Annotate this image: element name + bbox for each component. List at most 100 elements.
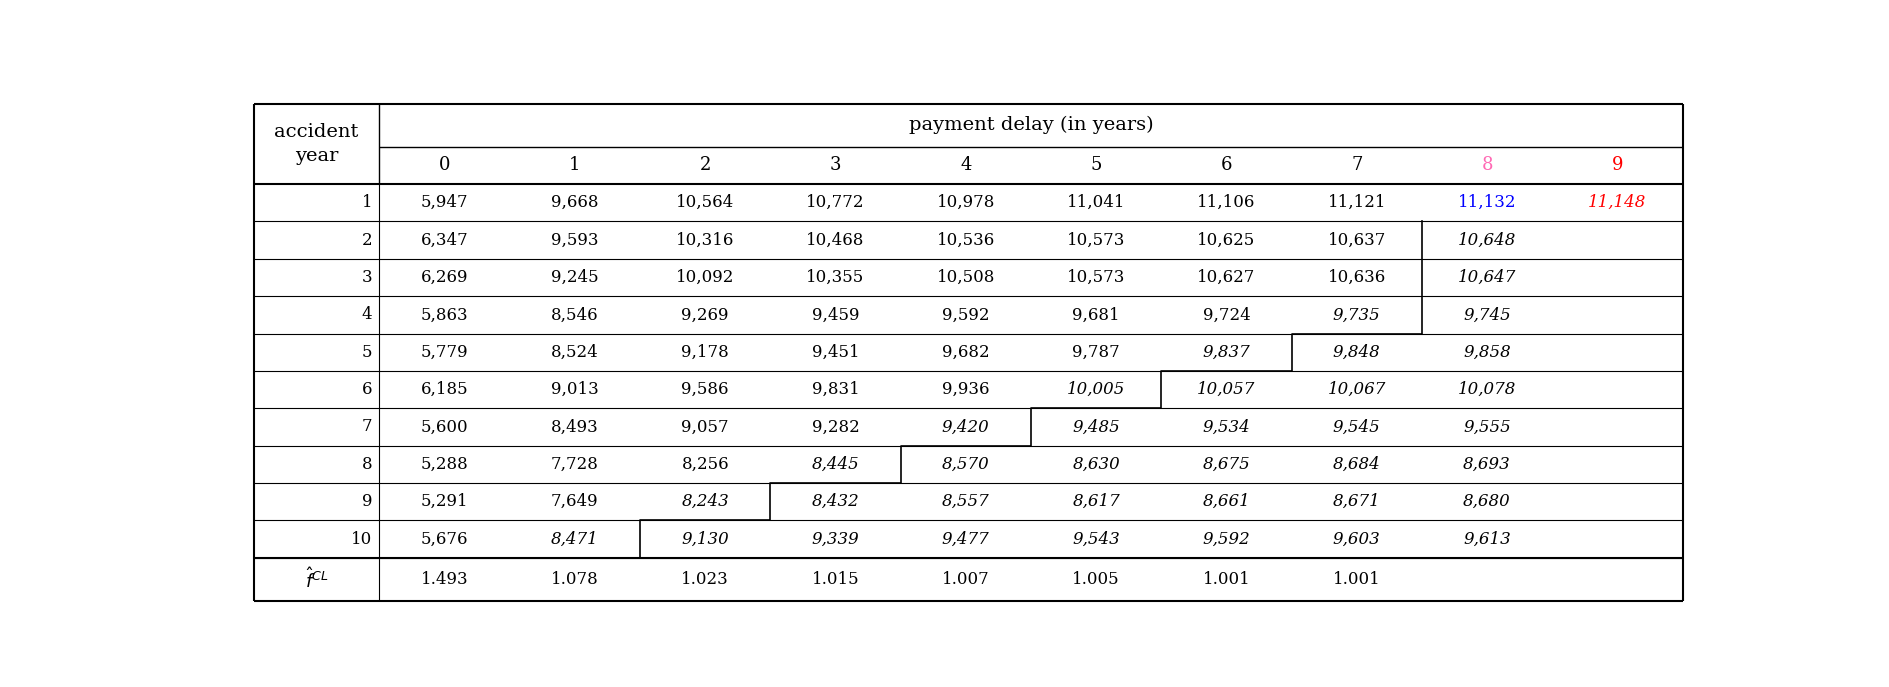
Text: 10,057: 10,057: [1198, 381, 1256, 398]
Text: 8,661: 8,661: [1203, 493, 1251, 510]
Text: 11,132: 11,132: [1458, 194, 1517, 211]
Text: 8,243: 8,243: [682, 493, 729, 510]
Text: 8: 8: [361, 456, 372, 473]
Text: 8,693: 8,693: [1464, 456, 1511, 473]
Text: 11,148: 11,148: [1589, 194, 1647, 211]
Text: 9,130: 9,130: [682, 530, 729, 548]
Text: 7: 7: [361, 418, 372, 436]
Text: 9,555: 9,555: [1464, 418, 1511, 436]
Text: 1.023: 1.023: [682, 571, 729, 588]
Text: 5: 5: [1090, 156, 1101, 174]
Text: 8,557: 8,557: [943, 493, 990, 510]
Text: 9,057: 9,057: [682, 418, 729, 436]
Text: 10,005: 10,005: [1067, 381, 1126, 398]
Text: 9,936: 9,936: [943, 381, 990, 398]
Text: 1: 1: [569, 156, 580, 174]
Text: 10,564: 10,564: [676, 194, 735, 211]
Text: 9,013: 9,013: [552, 381, 599, 398]
Text: 3: 3: [829, 156, 841, 174]
Text: 9,534: 9,534: [1203, 418, 1251, 436]
Text: 9,593: 9,593: [552, 232, 599, 249]
Text: 2: 2: [699, 156, 710, 174]
Text: 9,745: 9,745: [1464, 306, 1511, 324]
Text: 9,724: 9,724: [1203, 306, 1251, 324]
Text: 9,668: 9,668: [552, 194, 599, 211]
Text: 10,067: 10,067: [1328, 381, 1387, 398]
Text: 9,485: 9,485: [1073, 418, 1120, 436]
Text: 1.015: 1.015: [812, 571, 859, 588]
Text: 8,445: 8,445: [812, 456, 859, 473]
Text: 11,121: 11,121: [1328, 194, 1387, 211]
Text: $\hat{f}^{CL}$: $\hat{f}^{CL}$: [304, 567, 329, 592]
Text: 9,245: 9,245: [552, 269, 599, 286]
Text: 10,573: 10,573: [1067, 269, 1126, 286]
Text: 2: 2: [361, 232, 372, 249]
Text: 6,347: 6,347: [421, 232, 468, 249]
Text: 10,637: 10,637: [1328, 232, 1387, 249]
Text: 5,600: 5,600: [421, 418, 468, 436]
Text: 9,451: 9,451: [812, 344, 859, 361]
Text: 9,339: 9,339: [812, 530, 859, 548]
Text: 8,546: 8,546: [552, 306, 599, 324]
Text: 6,269: 6,269: [421, 269, 468, 286]
Text: 5,947: 5,947: [421, 194, 468, 211]
Text: 4: 4: [361, 306, 372, 324]
Text: 9,831: 9,831: [812, 381, 859, 398]
Text: 9,269: 9,269: [682, 306, 729, 324]
Text: 10,978: 10,978: [937, 194, 996, 211]
Text: 9,282: 9,282: [812, 418, 859, 436]
Text: 9,681: 9,681: [1073, 306, 1120, 324]
Text: 7: 7: [1351, 156, 1362, 174]
Text: 9: 9: [361, 493, 372, 510]
Text: 9,613: 9,613: [1464, 530, 1511, 548]
Text: 1.078: 1.078: [552, 571, 599, 588]
Text: 9,592: 9,592: [1203, 530, 1251, 548]
Text: 1: 1: [361, 194, 372, 211]
Text: 11,041: 11,041: [1067, 194, 1126, 211]
Text: 10,648: 10,648: [1458, 232, 1517, 249]
Text: 9,545: 9,545: [1334, 418, 1381, 436]
Text: 9,586: 9,586: [682, 381, 729, 398]
Text: accident
year: accident year: [274, 123, 359, 165]
Text: 9,858: 9,858: [1464, 344, 1511, 361]
Text: 6: 6: [361, 381, 372, 398]
Text: 10,636: 10,636: [1328, 269, 1387, 286]
Text: 1.493: 1.493: [421, 571, 468, 588]
Text: 10,508: 10,508: [937, 269, 996, 286]
Text: 10,468: 10,468: [807, 232, 865, 249]
Text: 1.007: 1.007: [943, 571, 990, 588]
Text: 9: 9: [1611, 156, 1623, 174]
Text: 5,291: 5,291: [421, 493, 468, 510]
Text: 9,459: 9,459: [812, 306, 859, 324]
Text: 9,543: 9,543: [1073, 530, 1120, 548]
Text: 10,092: 10,092: [676, 269, 735, 286]
Text: 9,603: 9,603: [1334, 530, 1381, 548]
Text: 10,573: 10,573: [1067, 232, 1126, 249]
Text: 8,630: 8,630: [1073, 456, 1120, 473]
Text: 1.001: 1.001: [1334, 571, 1381, 588]
Text: 9,178: 9,178: [682, 344, 729, 361]
Text: 8,432: 8,432: [812, 493, 859, 510]
Text: 4: 4: [960, 156, 971, 174]
Text: 8: 8: [1481, 156, 1492, 174]
Text: 10,316: 10,316: [676, 232, 735, 249]
Text: 9,787: 9,787: [1073, 344, 1120, 361]
Text: 5,676: 5,676: [421, 530, 468, 548]
Text: 8,524: 8,524: [552, 344, 599, 361]
Text: 10,536: 10,536: [937, 232, 996, 249]
Text: 8,680: 8,680: [1464, 493, 1511, 510]
Text: 9,848: 9,848: [1334, 344, 1381, 361]
Text: 10: 10: [351, 530, 372, 548]
Text: 8,675: 8,675: [1203, 456, 1251, 473]
Text: 8,471: 8,471: [552, 530, 599, 548]
Text: 6: 6: [1220, 156, 1232, 174]
Text: 7,728: 7,728: [552, 456, 599, 473]
Text: 1.001: 1.001: [1203, 571, 1251, 588]
Text: 9,420: 9,420: [943, 418, 990, 436]
Text: 10,647: 10,647: [1458, 269, 1517, 286]
Text: 8,570: 8,570: [943, 456, 990, 473]
Text: 7,649: 7,649: [552, 493, 599, 510]
Text: 6,185: 6,185: [421, 381, 468, 398]
Text: 10,772: 10,772: [807, 194, 865, 211]
Text: 8,684: 8,684: [1334, 456, 1381, 473]
